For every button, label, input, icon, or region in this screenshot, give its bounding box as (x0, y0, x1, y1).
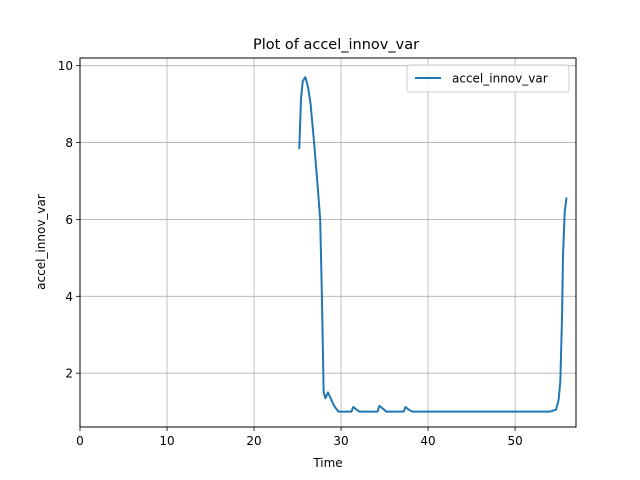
y-tick-label: 6 (65, 213, 73, 227)
grid-lines (79, 58, 576, 427)
legend: accel_innov_var (406, 64, 570, 93)
y-tick-label: 4 (65, 290, 73, 304)
y-tick-label: 10 (58, 59, 73, 73)
y-axis: 2 4 6 8 10 (58, 59, 80, 381)
x-tick-label: 0 (76, 434, 84, 448)
x-tick-label: 20 (246, 434, 261, 448)
y-axis-title: accel_innov_var (34, 194, 48, 290)
y-tick-label: 2 (65, 367, 73, 381)
series-layer (298, 76, 568, 413)
x-tick-label: 50 (507, 434, 522, 448)
x-tick-label: 40 (420, 434, 435, 448)
x-axis: 0 10 20 30 40 50 (76, 427, 523, 448)
x-axis-title: Time (312, 456, 342, 470)
x-tick-label: 30 (333, 434, 348, 448)
plot-frame (79, 57, 577, 428)
legend-label: accel_innov_var (452, 72, 548, 86)
chart-title: Plot of accel_innov_var (253, 37, 419, 53)
legend-box (406, 64, 570, 93)
series-line-accel_innov_var (298, 76, 568, 413)
y-tick-label: 8 (65, 136, 73, 150)
x-tick-label: 10 (159, 434, 174, 448)
